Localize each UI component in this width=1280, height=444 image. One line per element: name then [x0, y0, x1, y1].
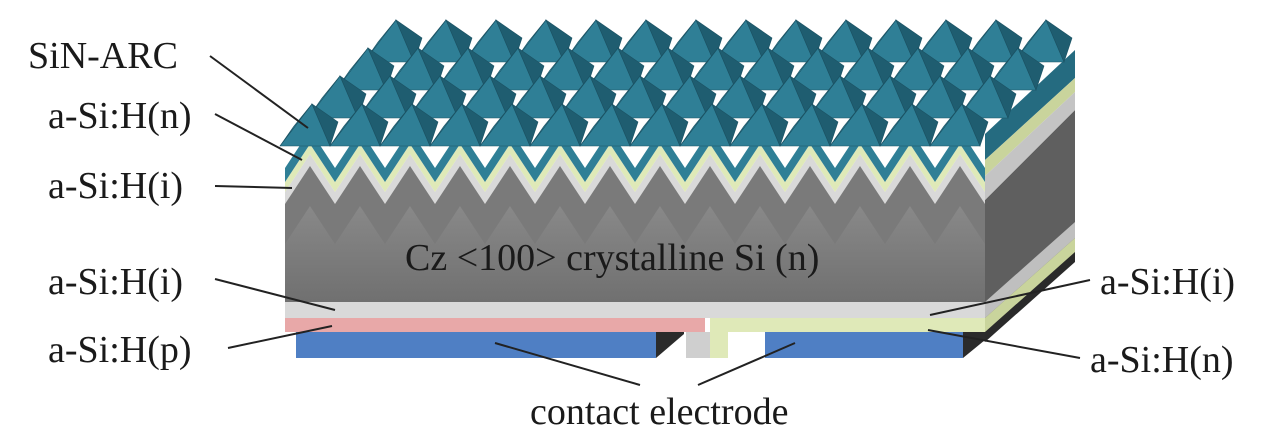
electrode-right-side: [963, 332, 985, 358]
electrode-left-side: [656, 332, 684, 358]
label-asih-i-top: a-Si:H(i): [48, 165, 183, 207]
leader-contact-left: [494, 342, 641, 386]
pyramid-face: [561, 103, 589, 147]
pyramid-face: [511, 103, 539, 147]
label-asih-p: a-Si:H(p): [48, 329, 192, 371]
pyramid-face: [611, 103, 639, 147]
leader-i-bottom-right: [929, 279, 1091, 316]
side-i-layer: [985, 92, 1075, 200]
pyramid-face: [529, 103, 563, 147]
leader-i-top: [214, 185, 293, 189]
pyramid-face: [661, 103, 689, 147]
bottom-i-layer-side: [985, 222, 1075, 318]
pyramid-face: [911, 103, 939, 147]
pyramid-face: [311, 103, 339, 147]
pyramid-face: [861, 103, 889, 147]
gap-i-layer: [686, 332, 710, 358]
label-bulk: Cz <100> crystalline Si (n): [405, 237, 819, 279]
pyramid-face: [361, 103, 389, 147]
pyramid-face: [761, 103, 789, 147]
label-contact-electrode: contact electrode: [530, 391, 788, 433]
pyramid-face: [429, 103, 463, 147]
pyramid-face: [461, 103, 489, 147]
electrode-right: [765, 332, 963, 358]
front-i-layer: [285, 154, 985, 204]
pyramid-face: [1045, 19, 1073, 63]
pyramid-face: [729, 103, 763, 147]
bottom-n-layer-side: [985, 238, 1075, 332]
pyramid-face: [811, 103, 839, 147]
label-asih-n-bottom-right: a-Si:H(n): [1090, 339, 1234, 381]
electrode-left: [296, 332, 656, 358]
leader-i-bottom-left: [214, 278, 336, 311]
side-arc-layer: [985, 50, 1075, 160]
pyramid-face: [279, 103, 313, 147]
pyramid-face: [961, 103, 989, 147]
pyramid-face: [989, 75, 1017, 119]
pyramid-face: [929, 103, 963, 147]
label-asih-i-bottom-right: a-Si:H(i): [1100, 261, 1235, 303]
leader-n-top: [214, 113, 303, 161]
label-asih-i-bottom-left: a-Si:H(i): [48, 261, 183, 303]
bulk-side-face: [985, 110, 1075, 320]
pyramid-face: [829, 103, 863, 147]
pyramid-texture: [279, 19, 1073, 147]
leader-sin-arc: [209, 55, 309, 129]
pyramid-face: [329, 103, 363, 147]
pyramid-face: [629, 103, 663, 147]
leader-contact-right: [697, 342, 796, 386]
pyramid-face: [479, 103, 513, 147]
p-layer: [285, 318, 705, 332]
pyramid-face: [1017, 47, 1045, 91]
leader-n-bottom-right: [927, 329, 1081, 359]
label-sin-arc: SiN-ARC: [28, 35, 178, 77]
pyramid-face: [579, 103, 613, 147]
pyramid-face: [879, 103, 913, 147]
bottom-n-layer: [710, 318, 985, 358]
pyramid-face: [379, 103, 413, 147]
bottom-i-layer: [285, 302, 985, 318]
leader-p: [227, 325, 333, 349]
pyramid-face: [679, 103, 713, 147]
pyramid-face: [411, 103, 439, 147]
pyramid-face: [779, 103, 813, 147]
front-n-layer: [285, 144, 985, 192]
pyramid-face: [711, 103, 739, 147]
label-asih-n-top: a-Si:H(n): [48, 95, 192, 137]
side-n-layer: [985, 78, 1075, 176]
